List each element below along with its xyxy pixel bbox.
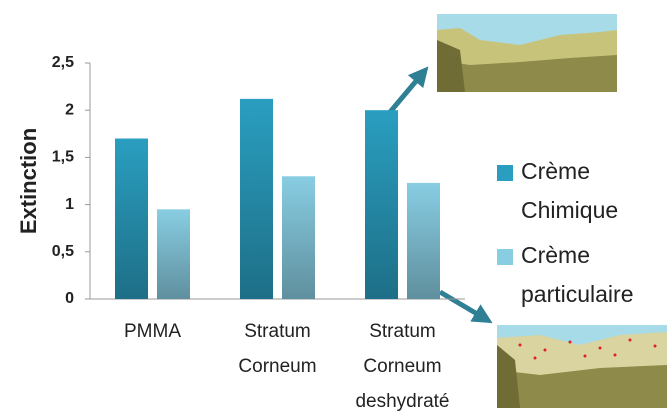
y-tick-label: 2,5 (52, 54, 74, 71)
y-tick-label: 2 (65, 101, 74, 118)
bar-shade (365, 110, 398, 299)
skin-image-top (437, 14, 617, 92)
y-tick-label: 0,5 (52, 243, 74, 260)
bar-shade (157, 209, 190, 299)
legend-label: Crème particulaire (521, 242, 634, 307)
arrow (438, 289, 493, 324)
x-tick-label: Stratum Corneum (238, 321, 316, 377)
legend-swatch (497, 249, 513, 265)
bar-shade (240, 98, 273, 299)
y-tick-label: 1,5 (52, 149, 74, 166)
x-tick-label: Stratum Corneum deshydraté (355, 321, 449, 412)
bar-shade (282, 176, 315, 299)
bar-shade (407, 182, 440, 299)
bar-shade (115, 138, 148, 299)
y-tick-label: 1 (65, 196, 74, 213)
skin-image-bottom (497, 325, 667, 408)
y-tick-label: 0 (65, 290, 74, 307)
legend-swatch (497, 165, 513, 181)
legend-label: Crème Chimique (521, 158, 618, 223)
x-tick-label: PMMA (124, 321, 181, 342)
y-axis-label: Extinction (16, 128, 41, 234)
